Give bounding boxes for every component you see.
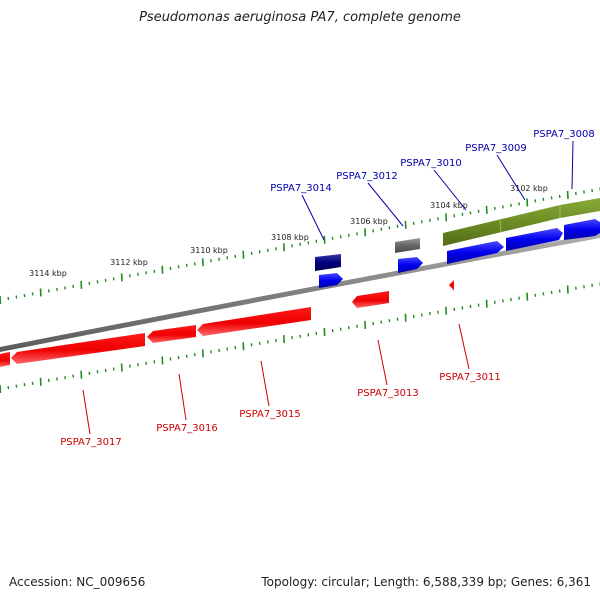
gene-label: PSPA7_3017 — [60, 437, 121, 448]
map-title: Pseudomonas aeruginosa PA7, complete gen… — [139, 10, 461, 25]
gene-label: PSPA7_3014 — [270, 183, 331, 194]
gene-PSPA7_3008 — [564, 219, 600, 240]
scale-label: 3110 kbp — [190, 246, 228, 255]
scale-label: 3106 kbp — [350, 217, 388, 226]
gene-PSPA7_3012 — [398, 257, 423, 273]
topology-text: Topology: circular; Length: 6,588,339 bp… — [261, 575, 591, 589]
genome-backbone — [0, 233, 600, 352]
gene-PSPA7_3017 — [11, 333, 145, 364]
gene-PSPA7_3014 — [319, 273, 343, 288]
outer-scale-ticks — [0, 187, 600, 305]
gene-PSPA7_3009 — [506, 228, 563, 251]
gene-label: PSPA7_3013 — [357, 388, 418, 399]
gene-PSPA7_3012-grey — [395, 238, 420, 253]
reverse-genes — [0, 280, 454, 367]
gene-label: PSPA7_3015 — [239, 409, 300, 420]
scale-label: 3112 kbp — [110, 258, 148, 267]
accession-text: Accession: NC_009656 — [9, 575, 146, 589]
gene-PSPA7_3010 — [447, 241, 504, 264]
scale-label: 3104 kbp — [430, 201, 468, 210]
scale-label: 3114 kbp — [29, 269, 67, 278]
forward-genes — [315, 219, 600, 288]
label-leaders — [82, 140, 574, 435]
gene-PSPA7_3016 — [147, 325, 196, 343]
scale-label: 3102 kbp — [510, 184, 548, 193]
scale-label: 3108 kbp — [271, 233, 309, 242]
gene-PSPA7_3015 — [197, 307, 311, 336]
gene-label: PSPA7_3010 — [400, 158, 461, 169]
highlight-band — [443, 198, 600, 246]
inner-scale-ticks — [0, 282, 600, 394]
gene-label: PSPA7_3016 — [156, 423, 217, 434]
gene-label: PSPA7_3008 — [533, 129, 594, 140]
backbone-arc — [0, 233, 600, 352]
gene-label: PSPA7_3009 — [465, 143, 526, 154]
gene-label: PSPA7_3012 — [336, 171, 397, 182]
gene-PSPA7_3013 — [352, 291, 389, 308]
gene-partial-left — [0, 352, 10, 367]
gene-PSPA7_3011 — [449, 280, 454, 291]
gene-PSPA7_3014-navy — [315, 254, 341, 271]
gene-label: PSPA7_3011 — [439, 372, 500, 383]
